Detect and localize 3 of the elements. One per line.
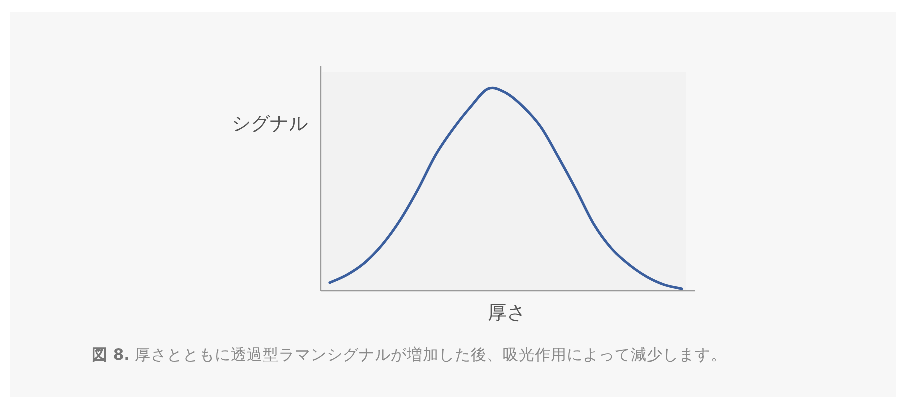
- caption: 図 8. 厚さとともに透過型ラマンシグナルが増加した後、吸光作用によって減少します。: [92, 346, 728, 364]
- x-axis-title: 厚さ: [488, 302, 526, 324]
- y-axis-title: シグナル: [232, 113, 308, 135]
